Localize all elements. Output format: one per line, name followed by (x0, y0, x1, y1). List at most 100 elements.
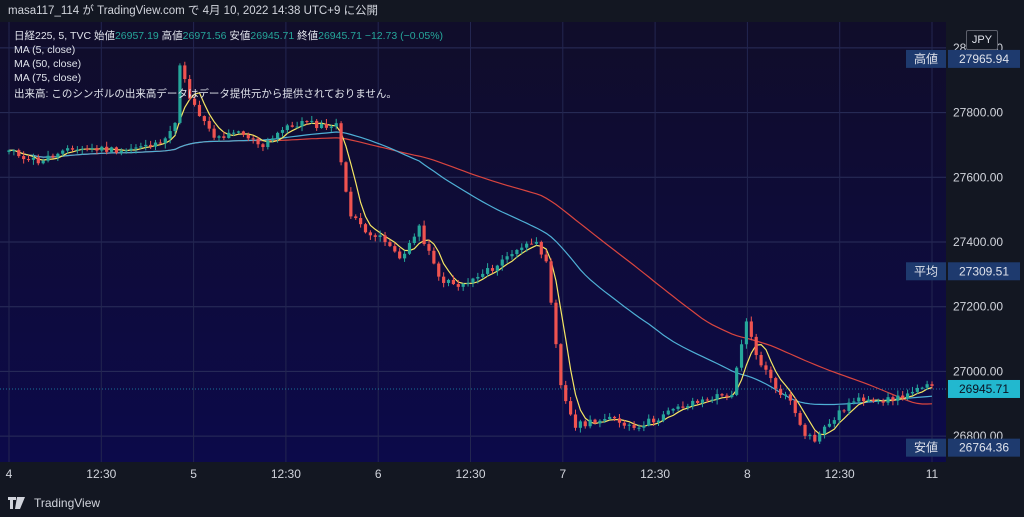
candle-body (290, 125, 294, 127)
price-label-value: 26764.36 (959, 441, 1009, 455)
price-axis[interactable]: 28000.0027800.0027600.0027400.0027200.00… (953, 41, 1003, 443)
candle-body (222, 136, 226, 138)
candle-body (251, 138, 255, 140)
candle-body (417, 225, 421, 237)
site-name[interactable]: TradingView.com (97, 5, 185, 17)
price-label-name: 高値 (914, 51, 938, 66)
candle-body (61, 150, 65, 154)
candle-body (236, 131, 241, 133)
candle-body (827, 423, 832, 427)
ma50-legend[interactable]: MA (50, close) (14, 58, 82, 70)
candle-body (593, 419, 597, 424)
candle-body (227, 132, 231, 138)
candle-body (144, 144, 148, 147)
candle-body (779, 388, 783, 395)
time-tick-label: 7 (559, 467, 566, 481)
candle-body (383, 235, 387, 243)
candle-body (720, 394, 724, 396)
candle-body (124, 150, 128, 152)
time-tick-label: 12:30 (640, 467, 670, 481)
candle-body (363, 224, 368, 233)
candle-body (183, 65, 187, 80)
price-tick-label: 27800.00 (953, 106, 1003, 120)
candle-body (149, 144, 153, 147)
candle-body (510, 254, 514, 257)
candle-body (437, 263, 441, 277)
candle-body (930, 384, 934, 386)
candle-body (105, 146, 109, 152)
candle-body (163, 138, 167, 144)
ma75-legend[interactable]: MA (75, close) (14, 72, 82, 84)
candle-body (622, 422, 626, 426)
candle-body (26, 159, 31, 161)
low-value: 26945.71 (250, 30, 295, 42)
candle-body (56, 153, 60, 158)
candle-body (85, 148, 89, 150)
ma5-legend[interactable]: MA (5, close) (14, 44, 76, 56)
price-tick-label: 27000.00 (953, 364, 1003, 378)
candle-body (749, 321, 753, 337)
candle-body (344, 162, 348, 192)
candle-body (334, 123, 338, 127)
candle-body (534, 242, 539, 244)
time-tick-label: 5 (190, 467, 197, 481)
candle-body (583, 421, 587, 427)
candle-body (285, 125, 289, 131)
candle-body (109, 147, 114, 152)
candle-body (847, 402, 851, 411)
candle-body (783, 394, 788, 396)
price-label-tag (906, 49, 946, 68)
candle-body (549, 261, 553, 303)
candle-body (41, 160, 45, 164)
candle-body (66, 148, 70, 151)
footer-bar (0, 490, 1024, 517)
candle-body (769, 369, 773, 379)
time-axis-background (0, 462, 946, 490)
candle-body (681, 406, 685, 408)
close-value: 26945.71 (318, 30, 362, 42)
candle-body (686, 406, 690, 408)
candle-body (637, 427, 641, 429)
chart-area[interactable]: 28000.0027800.0027600.0027400.0027200.00… (0, 22, 1024, 490)
candle-body (80, 148, 84, 150)
candle-body (735, 367, 739, 395)
candle-body (774, 378, 778, 389)
candle-body (886, 397, 890, 403)
candle-body (256, 138, 260, 145)
price-label-value: 27965.94 (959, 52, 1009, 66)
candle-body (90, 148, 94, 150)
candle-body (852, 401, 856, 403)
candle-body (266, 140, 270, 148)
candle-body (153, 142, 158, 147)
author-name[interactable]: masa117_114 (8, 5, 80, 17)
candle-body (661, 414, 666, 421)
candle-body (808, 434, 812, 436)
header-text-ga: が (82, 5, 94, 17)
candle-body (36, 157, 40, 164)
candle-body (915, 387, 919, 392)
time-tick-label: 12:30 (86, 467, 116, 481)
candle-body (544, 254, 548, 262)
candle-body (739, 344, 744, 368)
tradingview-logo[interactable]: TradingView (8, 496, 100, 510)
time-axis[interactable]: 4 12:30 5 12:30 6 12:30 7 12:30 8 12:30 11 (6, 467, 939, 481)
candle-body (505, 256, 509, 260)
candle-body (158, 142, 162, 144)
currency-button[interactable]: JPY (966, 30, 998, 50)
price-chart[interactable]: 28000.0027800.0027600.0027400.0027200.00… (0, 22, 1024, 490)
candle-body (798, 413, 802, 425)
candle-body (368, 232, 372, 236)
candle-body (178, 65, 182, 123)
candle-body (12, 150, 16, 152)
candle-body (261, 144, 265, 148)
candle-body (759, 355, 763, 366)
symbol-label[interactable]: 日経225, 5, TVC (14, 30, 92, 42)
change-value: −12.73 (−0.05%) (364, 30, 444, 42)
candle-body (212, 128, 216, 138)
price-label-name: 平均 (914, 264, 938, 278)
candle-body (578, 421, 582, 428)
candle-body (451, 279, 456, 285)
candle-body (920, 387, 924, 389)
time-tick-label: 4 (6, 467, 13, 481)
candle-body (373, 235, 377, 237)
